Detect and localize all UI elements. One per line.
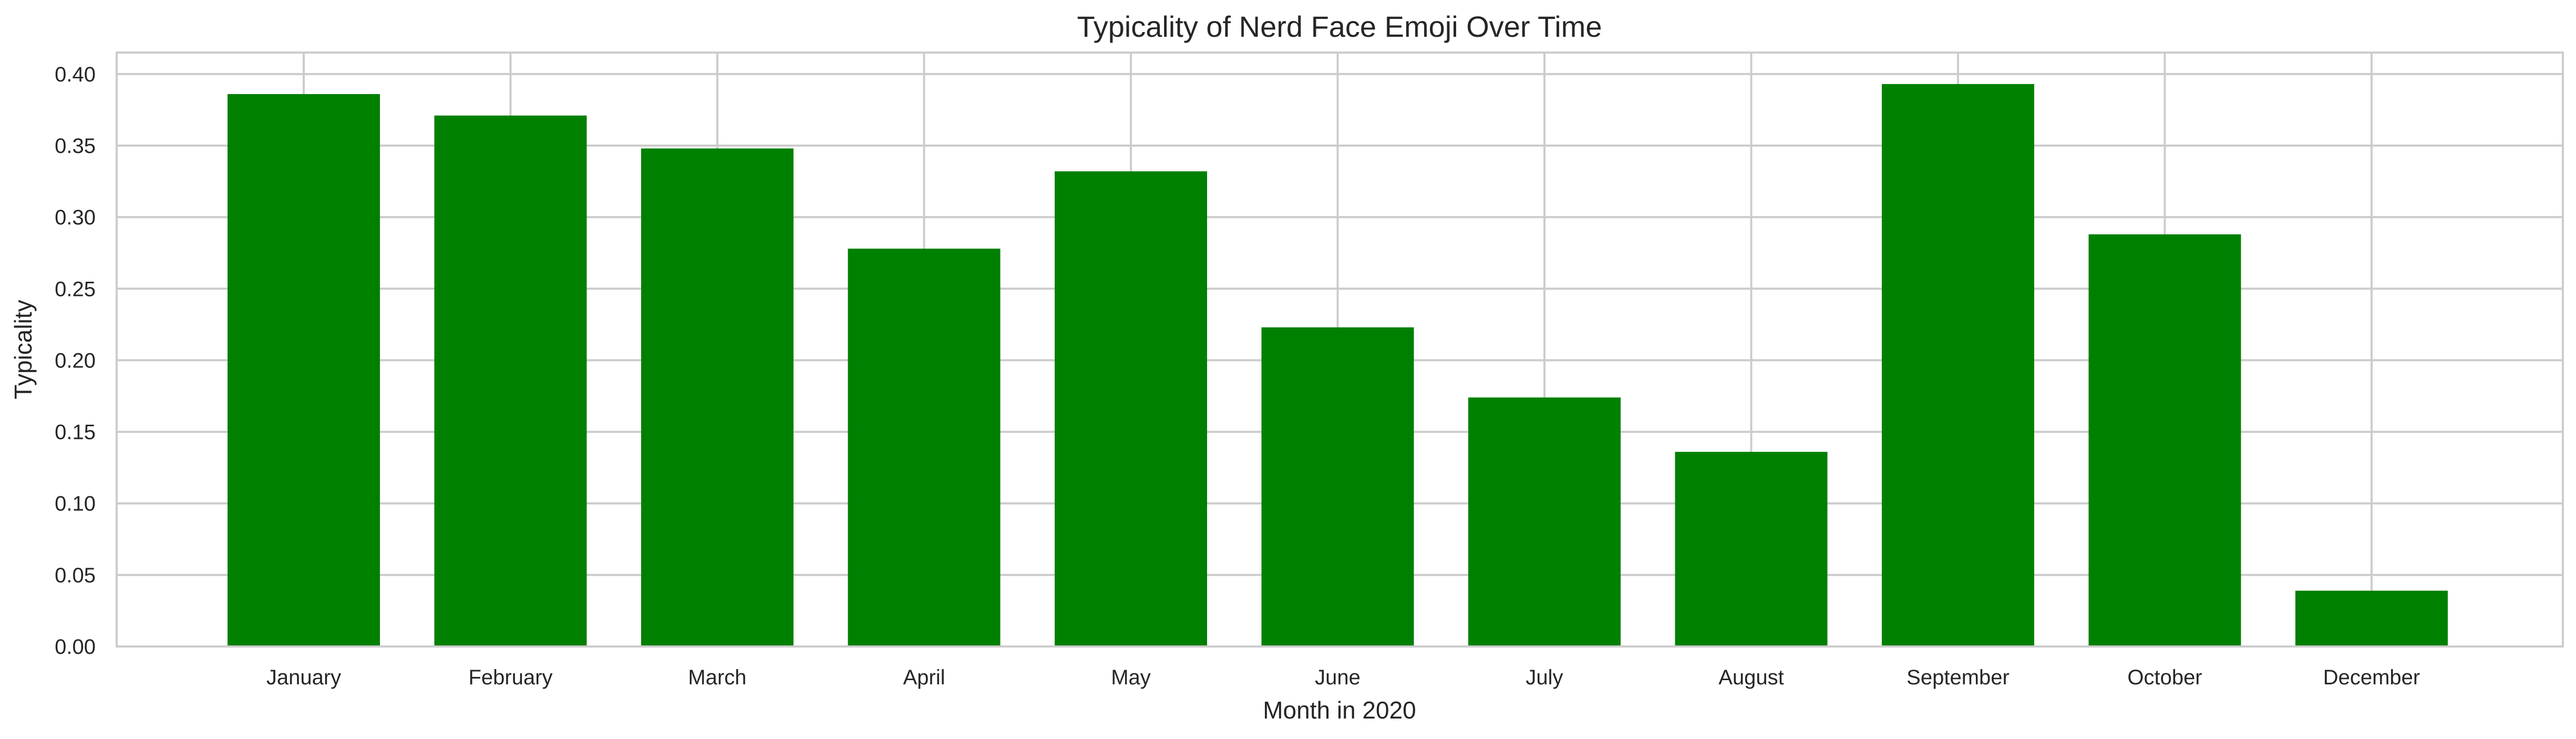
y-tick-label: 0.25 [55,278,96,301]
y-axis-label: Typicality [9,300,37,399]
x-tick-label-february: February [468,666,552,689]
bar-december [2295,590,2448,646]
bar-september [1882,84,2034,647]
bar-august [1675,451,1828,646]
x-tick-labels: January February March April May June July Augu… [266,666,2420,689]
bar-march [641,148,794,647]
x-tick-label-october: October [2127,666,2202,689]
x-tick-label-may: May [1111,666,1151,689]
y-tick-labels: 0.00 0.05 0.10 0.15 0.20 0.25 0.30 0.35 0.40 [55,63,96,659]
bar-january [228,94,380,646]
y-tick-label: 0.20 [55,349,96,372]
x-tick-label-march: March [688,666,746,689]
x-tick-label-september: September [1907,666,2010,689]
y-tick-label: 0.15 [55,421,96,444]
x-axis-label: Month in 2020 [1263,696,1416,724]
bar-july [1468,397,1621,646]
y-tick-label: 0.00 [55,635,96,659]
x-tick-label-january: January [266,666,341,689]
bar-october [2088,234,2241,646]
bar-june [1261,327,1414,646]
x-tick-label-december: December [2323,666,2420,689]
x-tick-label-july: July [1526,666,1563,689]
y-tick-label: 0.30 [55,206,96,229]
bar-february [434,115,587,646]
y-tick-label: 0.40 [55,63,96,86]
bars-layer [228,84,2448,647]
y-tick-label: 0.10 [55,492,96,516]
x-tick-label-august: August [1718,666,1784,689]
x-tick-label-april: April [903,666,945,689]
bar-april [848,249,1001,646]
y-tick-label: 0.05 [55,564,96,587]
bar-may [1055,171,1207,646]
plot-frame [116,52,2564,648]
y-tick-label: 0.35 [55,135,96,158]
x-tick-label-june: June [1315,666,1361,689]
chart-title: Typicality of Nerd Face Emoji Over Time [1077,10,1602,43]
